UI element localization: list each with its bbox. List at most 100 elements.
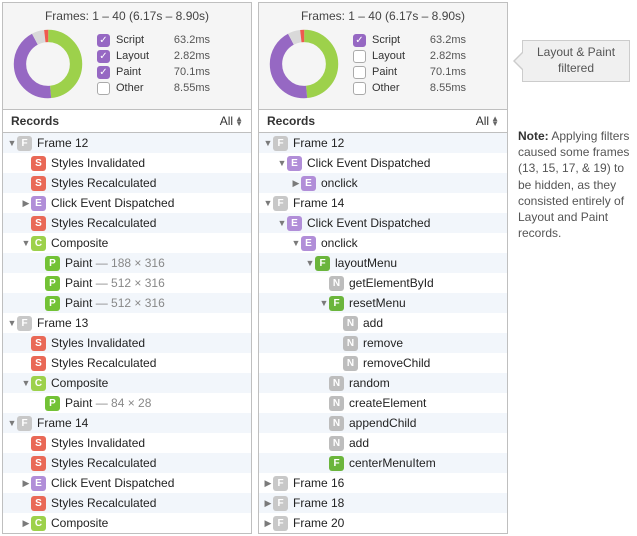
tree-row[interactable]: ▼FlayoutMenu [259, 253, 507, 273]
record-label: Composite [51, 516, 108, 530]
right-panel: Frames: 1 – 40 (6.17s – 8.90s) ✓Script63… [258, 2, 508, 534]
record-label: Click Event Dispatched [307, 216, 430, 230]
record-badge-icon: P [45, 296, 60, 311]
disclosure-right-icon[interactable]: ▶ [263, 498, 273, 509]
records-filter[interactable]: All ▲▼ [220, 114, 243, 128]
disclosure-down-icon[interactable]: ▼ [7, 318, 17, 328]
tree-row[interactable]: NremoveChild [259, 353, 507, 373]
tree-row[interactable]: ▶FFrame 16 [259, 473, 507, 493]
record-badge-icon: F [17, 416, 32, 431]
record-label: onclick [321, 176, 358, 190]
legend-checkbox[interactable] [353, 82, 366, 95]
tree-row[interactable]: ▼F Frame 14 [3, 413, 251, 433]
tree-row[interactable]: SStyles Recalculated [3, 213, 251, 233]
disclosure-right-icon[interactable]: ▶ [291, 178, 301, 189]
tree-row[interactable]: SStyles Invalidated [3, 433, 251, 453]
tree-row[interactable]: ▼CComposite [3, 373, 251, 393]
tree-row[interactable]: NgetElementById [259, 273, 507, 293]
record-badge-icon: N [329, 396, 344, 411]
legend-checkbox[interactable] [353, 66, 366, 79]
record-label: Styles Recalculated [51, 356, 156, 370]
legend-checkbox[interactable] [97, 82, 110, 95]
legend-left: ✓Script63.2ms✓Layout2.82ms✓Paint70.1msOt… [97, 32, 210, 96]
record-badge-icon: C [31, 516, 46, 531]
tree-row[interactable]: ▶EClick Event Dispatched [3, 473, 251, 493]
disclosure-right-icon[interactable]: ▶ [21, 518, 31, 529]
disclosure-down-icon[interactable]: ▼ [277, 218, 287, 228]
tree-row[interactable]: SStyles Recalculated [3, 453, 251, 473]
tree-row[interactable]: PPaint — 84 × 28 [3, 393, 251, 413]
tree-row[interactable]: SStyles Recalculated [3, 353, 251, 373]
legend-checkbox[interactable]: ✓ [97, 50, 110, 63]
tree-row[interactable]: ▼E Click Event Dispatched [259, 213, 507, 233]
tree-row[interactable]: Nremove [259, 333, 507, 353]
tree-row[interactable]: NappendChild [259, 413, 507, 433]
record-label: Styles Invalidated [51, 336, 145, 350]
tree-row[interactable]: PPaint — 188 × 316 [3, 253, 251, 273]
tree-row[interactable]: ▼EClick Event Dispatched [259, 153, 507, 173]
tree-row[interactable]: Nrandom [259, 373, 507, 393]
legend-checkbox[interactable]: ✓ [97, 66, 110, 79]
legend-row: Paint70.1ms [353, 64, 466, 80]
record-badge-icon: F [315, 256, 330, 271]
disclosure-down-icon[interactable]: ▼ [21, 378, 31, 388]
disclosure-down-icon[interactable]: ▼ [291, 238, 301, 248]
disclosure-down-icon[interactable]: ▼ [277, 158, 287, 168]
tree-row[interactable]: SStyles Recalculated [3, 493, 251, 513]
legend-value: 8.55ms [420, 82, 466, 94]
disclosure-down-icon[interactable]: ▼ [7, 418, 17, 428]
disclosure-down-icon[interactable]: ▼ [319, 298, 329, 308]
tree-row[interactable]: SStyles Recalculated [3, 173, 251, 193]
tree-row[interactable]: ▼FresetMenu [259, 293, 507, 313]
tree-row[interactable]: ▶C Composite [3, 513, 251, 533]
tree-row[interactable]: Nadd [259, 433, 507, 453]
tree-row[interactable]: FcenterMenuItem [259, 453, 507, 473]
tree-row[interactable]: ▼FFrame 14 [259, 193, 507, 213]
tree-row[interactable]: ▶FFrame 20 [259, 513, 507, 533]
disclosure-down-icon[interactable]: ▼ [305, 258, 315, 268]
record-badge-icon: E [31, 196, 46, 211]
legend-value: 2.82ms [164, 50, 210, 62]
disclosure-down-icon[interactable]: ▼ [263, 198, 273, 208]
sort-icon: ▲▼ [235, 116, 243, 126]
legend-checkbox[interactable]: ✓ [97, 34, 110, 47]
tree-row[interactable]: NcreateElement [259, 393, 507, 413]
tree-row[interactable]: ▼FFrame 12 [3, 133, 251, 153]
tree-row[interactable]: ▼CComposite [3, 233, 251, 253]
disclosure-down-icon[interactable]: ▼ [263, 138, 273, 148]
tree-row[interactable]: ▶EClick Event Dispatched [3, 193, 251, 213]
tree-row[interactable]: ▶Eonclick [259, 173, 507, 193]
disclosure-down-icon[interactable]: ▼ [7, 138, 17, 148]
tree-row[interactable]: PPaint — 512 × 316 [3, 293, 251, 313]
legend-value: 8.55ms [164, 82, 210, 94]
tree-row[interactable]: SStyles Invalidated [3, 333, 251, 353]
disclosure-right-icon[interactable]: ▶ [263, 518, 273, 529]
tree-row[interactable]: ▶FFrame 18 [259, 493, 507, 513]
tree-row[interactable]: Nadd [259, 313, 507, 333]
legend-checkbox[interactable]: ✓ [353, 34, 366, 47]
tree-row[interactable]: SStyles Invalidated [3, 153, 251, 173]
legend-value: 63.2ms [420, 34, 466, 46]
record-badge-icon: P [45, 396, 60, 411]
disclosure-right-icon[interactable]: ▶ [21, 478, 31, 489]
disclosure-right-icon[interactable]: ▶ [21, 198, 31, 209]
legend-label: Layout [116, 50, 158, 62]
legend-checkbox[interactable] [353, 50, 366, 63]
record-badge-icon: E [287, 216, 302, 231]
records-tree-right[interactable]: ▼FFrame 12▼EClick Event Dispatched▶Eoncl… [259, 133, 507, 533]
record-label: Frame 14 [37, 416, 88, 430]
legend-row: ✓ Layout 2.82ms [97, 48, 210, 64]
disclosure-right-icon[interactable]: ▶ [263, 478, 273, 489]
tree-row[interactable]: ▼FFrame 12 [259, 133, 507, 153]
record-badge-icon: C [31, 236, 46, 251]
tree-row[interactable]: PPaint — 512 × 316 [3, 273, 251, 293]
records-header: Records All ▲▼ [259, 110, 507, 133]
donut-chart-icon [267, 27, 341, 101]
record-badge-icon: E [287, 156, 302, 171]
tree-row[interactable]: ▼FFrame 13 [3, 313, 251, 333]
records-filter[interactable]: All ▲▼ [476, 114, 499, 128]
record-badge-icon: S [31, 216, 46, 231]
disclosure-down-icon[interactable]: ▼ [21, 238, 31, 248]
records-tree-left[interactable]: ▼FFrame 12SStyles InvalidatedSStyles Rec… [3, 133, 251, 533]
tree-row[interactable]: ▼Eonclick [259, 233, 507, 253]
